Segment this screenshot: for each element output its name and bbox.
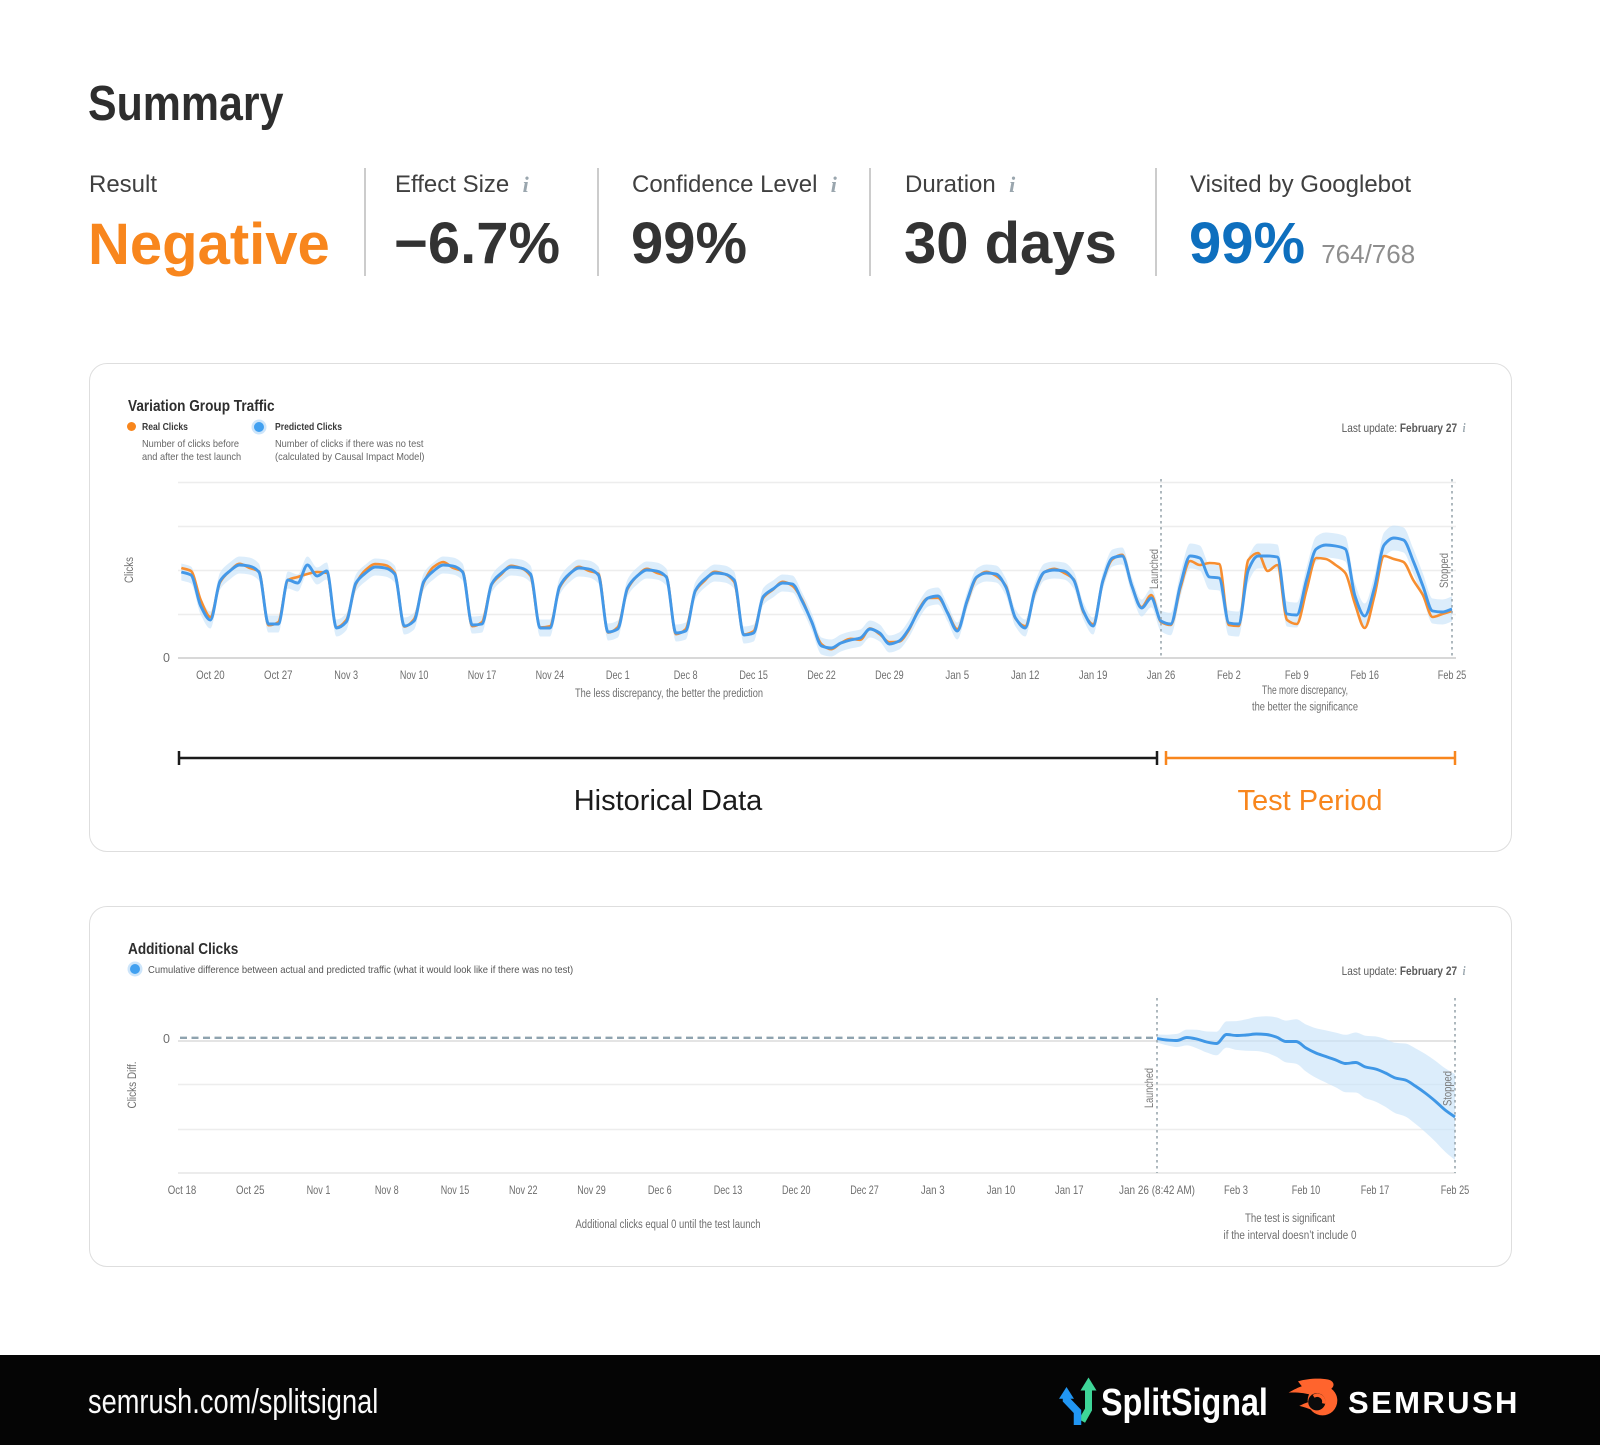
svg-text:Historical Data: Historical Data: [574, 785, 763, 817]
svg-text:Nov 22: Nov 22: [509, 1183, 538, 1197]
svg-text:Jan 12: Jan 12: [1011, 668, 1040, 682]
svg-text:Nov 24: Nov 24: [536, 668, 565, 682]
svg-text:Dec 20: Dec 20: [782, 1183, 811, 1197]
svg-text:Clicks: Clicks: [124, 557, 136, 583]
svg-text:Jan 17: Jan 17: [1055, 1183, 1084, 1197]
svg-text:Oct 25: Oct 25: [236, 1183, 265, 1197]
svg-text:Feb 25: Feb 25: [1438, 668, 1467, 682]
svg-text:Nov 1: Nov 1: [307, 1183, 331, 1197]
svg-text:The test is significant: The test is significant: [1245, 1213, 1336, 1225]
svg-text:Nov 15: Nov 15: [441, 1183, 470, 1197]
svg-text:Additional clicks equal 0 unti: Additional clicks equal 0 until the test…: [576, 1219, 761, 1231]
svg-text:Jan 19: Jan 19: [1079, 668, 1108, 682]
svg-text:Nov 29: Nov 29: [577, 1183, 606, 1197]
svg-text:Dec 15: Dec 15: [739, 668, 768, 682]
svg-text:if the interval doesn’t includ: if the interval doesn’t include 0: [1224, 1230, 1357, 1242]
svg-text:Nov 17: Nov 17: [468, 668, 497, 682]
svg-text:Dec 13: Dec 13: [714, 1183, 743, 1197]
svg-text:Jan 26 (8:42 AM): Jan 26 (8:42 AM): [1119, 1183, 1195, 1197]
svg-text:Dec 27: Dec 27: [850, 1183, 879, 1197]
svg-text:Stopped: Stopped: [1441, 1071, 1455, 1106]
svg-text:the better the significance: the better the significance: [1252, 702, 1358, 714]
svg-text:Feb 10: Feb 10: [1292, 1183, 1321, 1197]
svg-text:Dec 8: Dec 8: [674, 668, 698, 682]
svg-text:Stopped: Stopped: [1437, 553, 1451, 588]
svg-text:Feb 9: Feb 9: [1285, 668, 1309, 682]
svg-text:Jan 10: Jan 10: [987, 1183, 1016, 1197]
svg-text:Dec 6: Dec 6: [648, 1183, 672, 1197]
svg-text:0: 0: [163, 1032, 170, 1046]
svg-text:Oct 27: Oct 27: [264, 668, 293, 682]
svg-text:Dec 29: Dec 29: [875, 668, 904, 682]
svg-text:Dec 1: Dec 1: [606, 668, 630, 682]
svg-text:Jan 5: Jan 5: [945, 668, 969, 682]
svg-text:Nov 10: Nov 10: [400, 668, 429, 682]
svg-text:Jan 3: Jan 3: [921, 1183, 945, 1197]
svg-text:Clicks Diff.: Clicks Diff.: [127, 1062, 139, 1109]
svg-text:Feb 16: Feb 16: [1350, 668, 1379, 682]
svg-text:0: 0: [163, 651, 170, 665]
svg-text:Launched: Launched: [1147, 549, 1161, 589]
svg-text:Nov 8: Nov 8: [375, 1183, 399, 1197]
svg-text:Feb 2: Feb 2: [1217, 668, 1241, 682]
svg-text:Test Period: Test Period: [1237, 785, 1382, 817]
svg-text:Feb 17: Feb 17: [1361, 1183, 1390, 1197]
svg-text:The more discrepancy,: The more discrepancy,: [1262, 685, 1348, 697]
svg-text:Nov 3: Nov 3: [334, 668, 358, 682]
svg-text:The less discrepancy, the bett: The less discrepancy, the better the pre…: [575, 688, 763, 700]
svg-text:Launched: Launched: [1142, 1068, 1156, 1108]
svg-text:Feb 3: Feb 3: [1224, 1183, 1248, 1197]
svg-text:Oct 20: Oct 20: [196, 668, 225, 682]
svg-text:Dec 22: Dec 22: [807, 668, 836, 682]
svg-text:Jan 26: Jan 26: [1147, 668, 1176, 682]
svg-text:Oct 18: Oct 18: [168, 1183, 197, 1197]
svg-text:Feb 25: Feb 25: [1441, 1183, 1470, 1197]
